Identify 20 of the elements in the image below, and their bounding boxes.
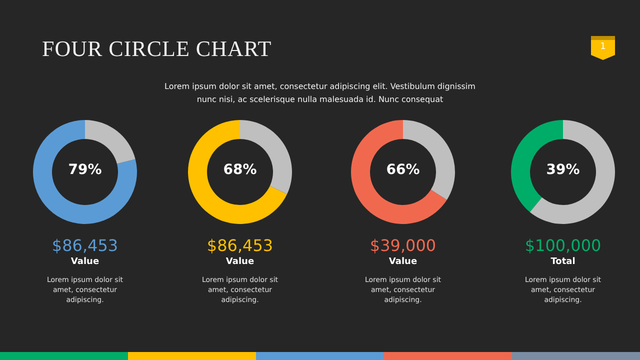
donut-slice — [33, 120, 137, 224]
donut-slice — [351, 120, 447, 224]
text: Value — [70, 257, 100, 267]
text: Total — [550, 257, 576, 267]
text: $39,000 — [368, 236, 438, 255]
data-label: 79% — [67, 162, 103, 178]
text: $100,000 — [524, 236, 602, 255]
donut-slice — [530, 120, 615, 224]
text: $86,453 — [206, 236, 274, 255]
text: Value — [388, 257, 418, 267]
data-label: 39% — [545, 162, 581, 178]
text: Value — [224, 257, 256, 267]
chart-title: FOUR CIRCLE CHART — [42, 36, 272, 62]
text: $86,453 — [50, 236, 120, 255]
data-label: 68% — [222, 162, 258, 178]
text: 1 — [599, 42, 607, 52]
donut-slice — [85, 120, 136, 164]
text: Lorem ipsum dolor sit amet, consectetur adipiscing elit. Vestibulum dignissim nunc nisi, ac scelerisque nulla malesuada id. Nunc consequat — [164, 81, 476, 106]
donut-slice — [188, 120, 288, 224]
data-label: 66% — [385, 162, 421, 178]
